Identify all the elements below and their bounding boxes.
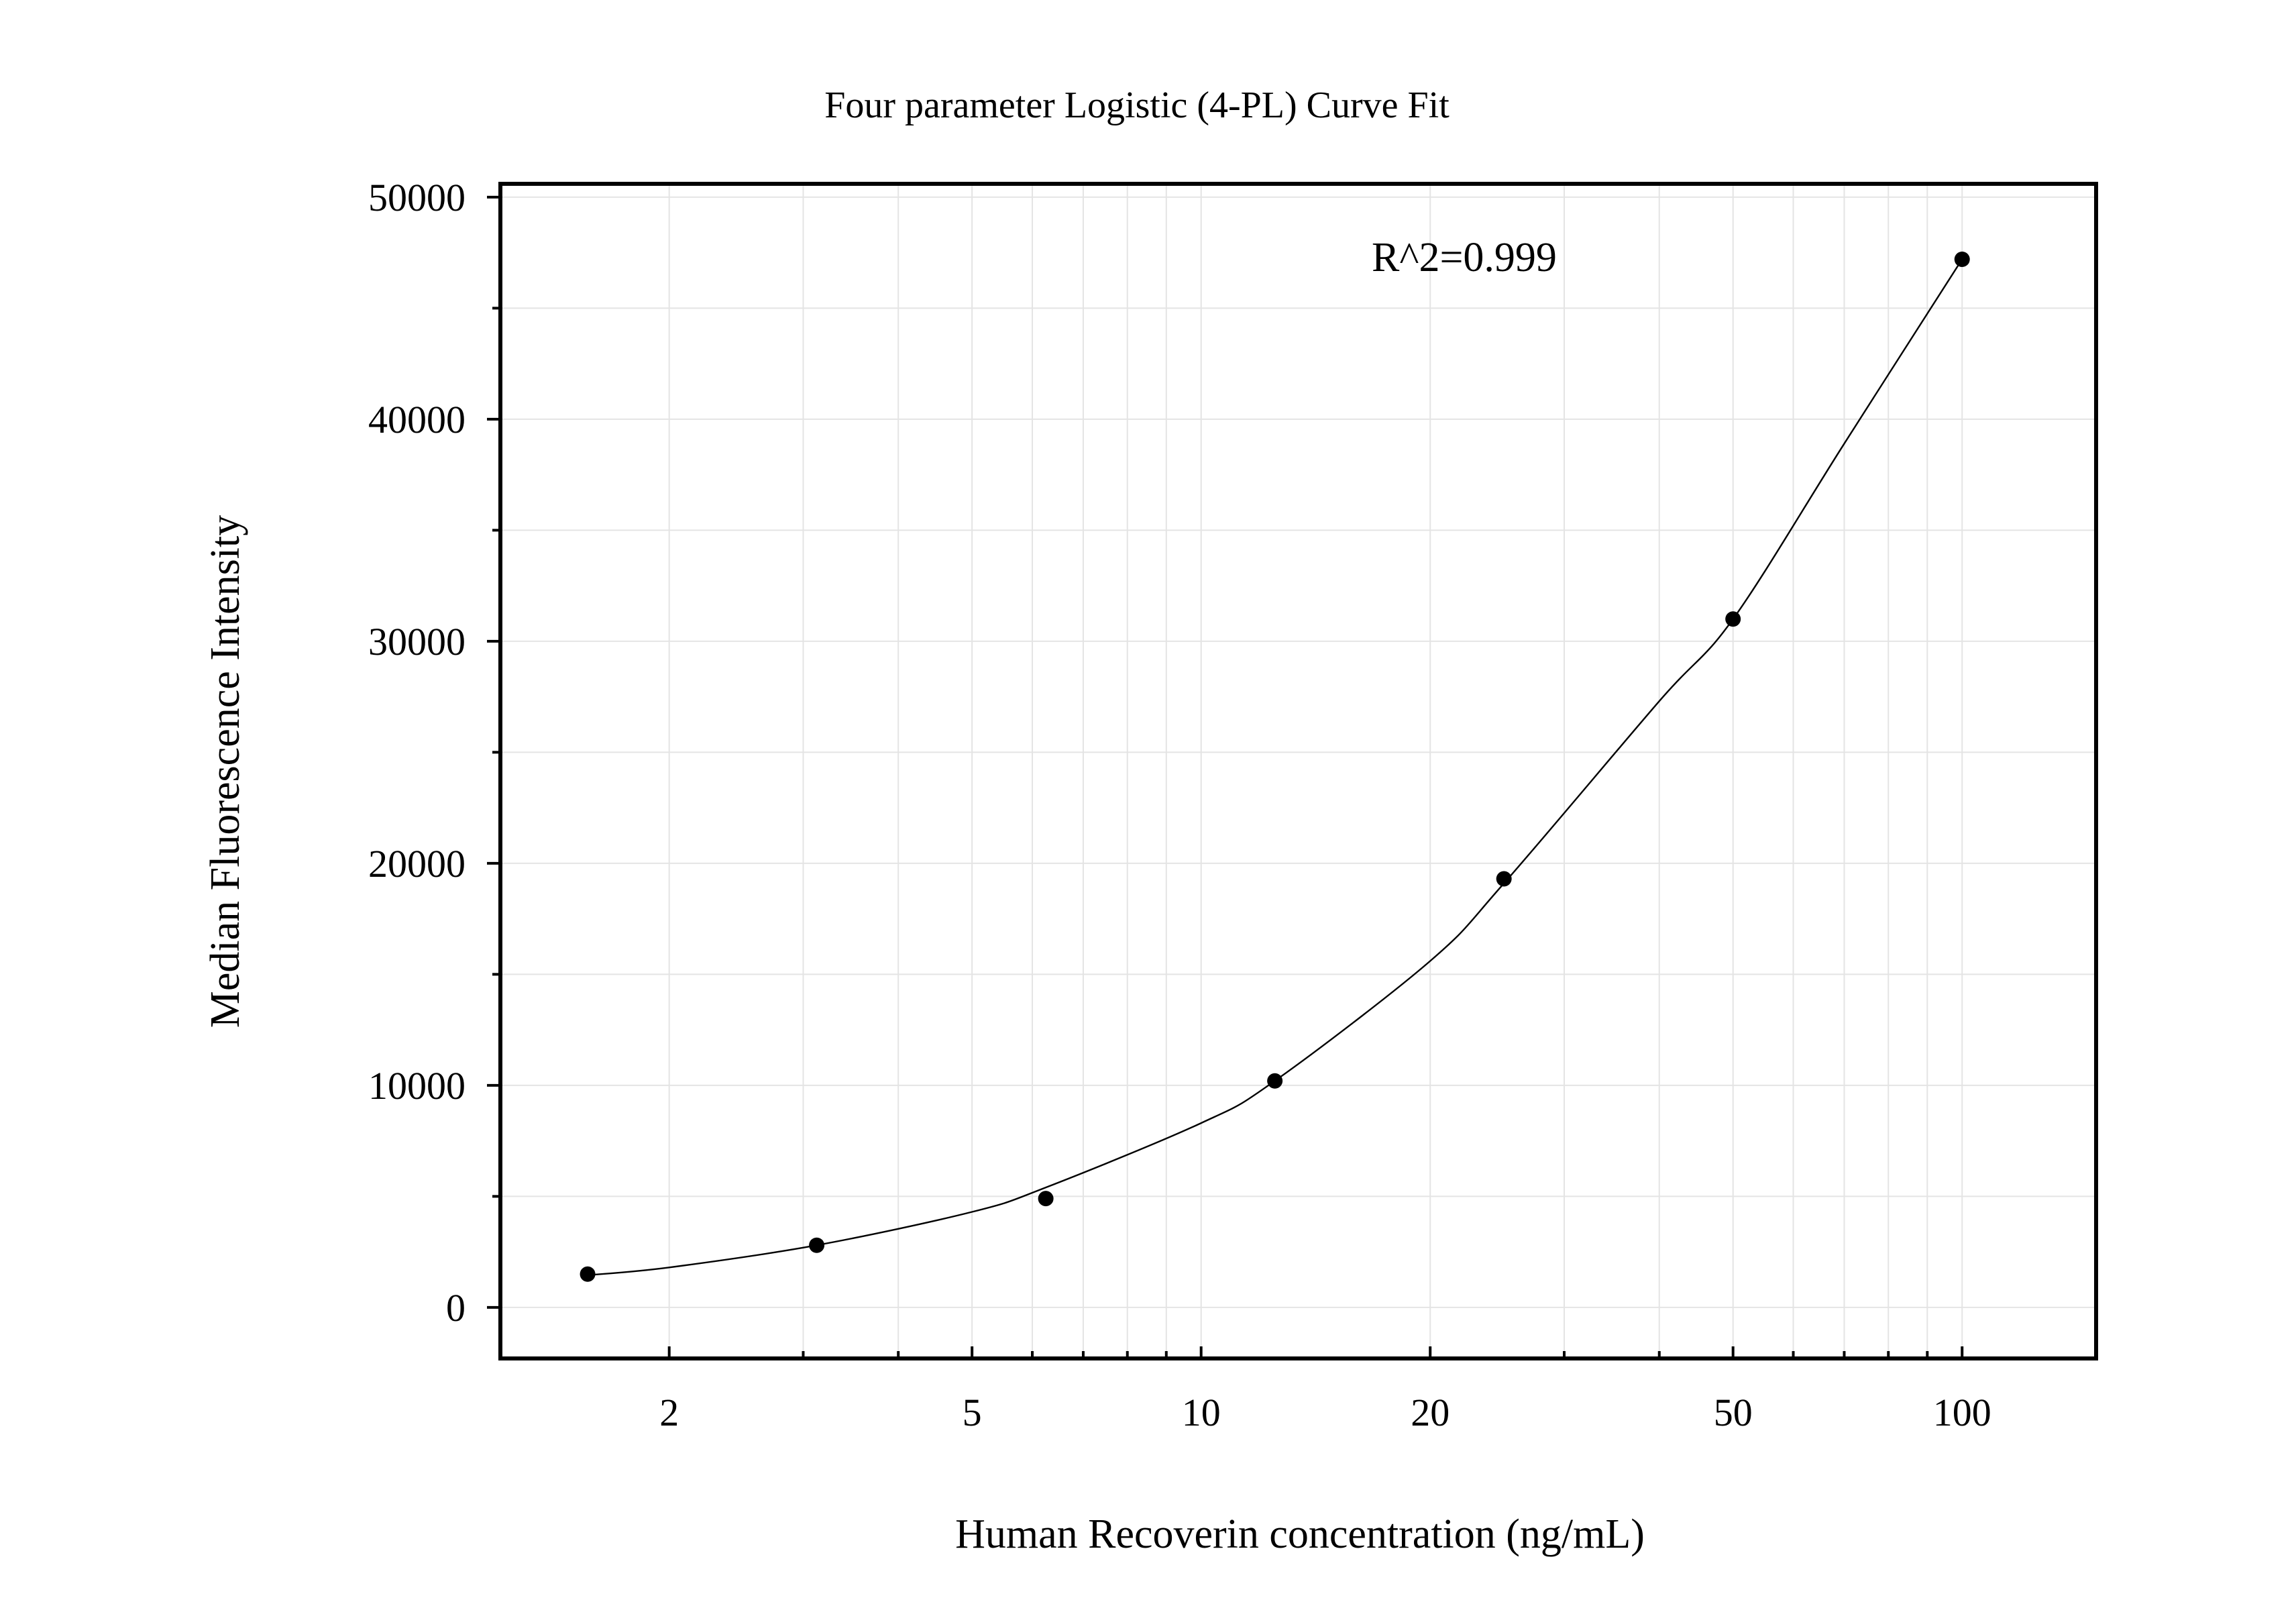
y-axis-label: Median Fluorescence Intensity: [203, 515, 248, 1028]
fit-curve-layer: [587, 258, 1963, 1277]
x-tick-label: 10: [1182, 1391, 1221, 1434]
gridlines: [500, 184, 2096, 1358]
data-point: [1496, 871, 1512, 887]
data-point: [1954, 252, 1970, 268]
chart-title: Four parameter Logistic (4-PL) Curve Fit: [824, 85, 1450, 126]
x-axis-label: Human Recoverin concentration (ng/mL): [955, 1511, 1645, 1557]
y-tick-label: 0: [446, 1286, 466, 1330]
y-tick-label: 20000: [368, 842, 466, 886]
y-tick-label: 10000: [368, 1064, 466, 1108]
plot-frame: [498, 182, 2098, 1360]
y-axis-ticks: 0 10000 20000 30000 40000 50000: [368, 176, 500, 1330]
y-tick-label: 40000: [368, 398, 466, 441]
data-point: [1725, 611, 1741, 627]
y-tick-label: 30000: [368, 620, 466, 663]
data-point: [809, 1237, 825, 1253]
data-point: [1267, 1073, 1283, 1089]
data-points: [580, 252, 1970, 1282]
data-point: [1038, 1191, 1054, 1207]
x-axis-ticks: 2 5 10 20 50 100: [659, 1346, 1991, 1434]
data-point: [580, 1266, 596, 1282]
x-tick-label: 5: [963, 1391, 982, 1434]
r-squared-annotation: R^2=0.999: [1372, 235, 1557, 280]
x-tick-label: 50: [1714, 1391, 1753, 1434]
x-tick-label: 2: [659, 1391, 679, 1434]
y-tick-label: 50000: [368, 176, 466, 219]
fit-curve: [587, 258, 1963, 1277]
x-tick-label: 100: [1933, 1391, 1991, 1434]
x-tick-label: 20: [1411, 1391, 1450, 1434]
